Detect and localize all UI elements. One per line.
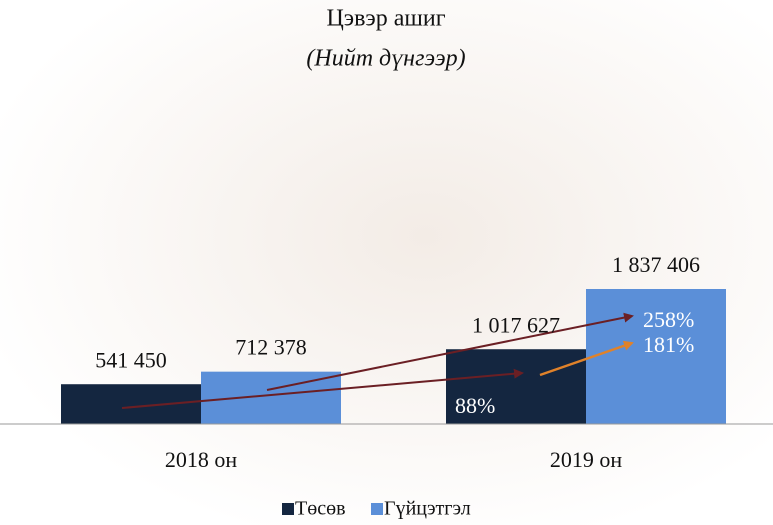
- x-tick-label: 2019 он: [550, 447, 623, 472]
- value-label: 1 017 627: [472, 312, 560, 337]
- bar: [61, 384, 201, 424]
- legend-swatch: [282, 503, 294, 515]
- chart-title: Цэвэр ашиг: [326, 6, 445, 32]
- page: Цэвэр ашиг (Нийт дүнгээр) 88% 258% 181% …: [0, 0, 773, 525]
- chart-subtitle: (Нийт дүнгээр): [306, 46, 465, 72]
- value-label: 541 450: [95, 347, 167, 372]
- legend-label: Төсөв: [295, 498, 346, 520]
- annotation: 181%: [643, 332, 694, 357]
- legend-swatch: [371, 503, 383, 515]
- chart: Цэвэр ашиг (Нийт дүнгээр) 88% 258% 181% …: [0, 0, 773, 525]
- annotation: 258%: [643, 307, 694, 332]
- value-label: 712 378: [235, 335, 307, 360]
- legend-label: Гүйцэтгэл: [384, 498, 471, 520]
- annotation: 88%: [455, 393, 495, 418]
- x-tick-label: 2018 он: [165, 447, 238, 472]
- value-label: 1 837 406: [612, 252, 700, 277]
